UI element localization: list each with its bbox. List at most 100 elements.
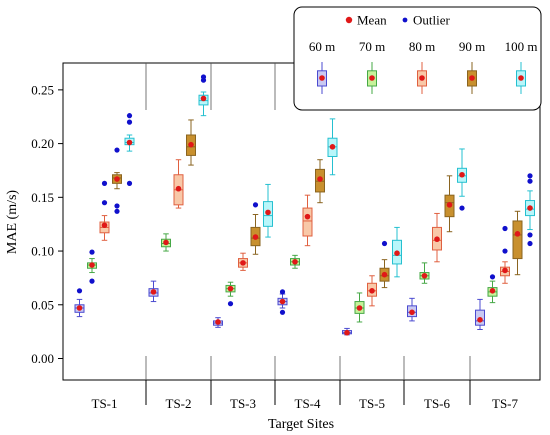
box-plot	[250, 202, 261, 255]
mean-point	[421, 272, 428, 279]
box-plot	[525, 173, 535, 247]
legend: Mean Outlier 60 m 70 m 80 m 90 m 100 m	[293, 6, 542, 111]
box-plot	[263, 183, 273, 238]
box-plot	[367, 275, 377, 307]
outlier-point	[114, 203, 120, 209]
box-plot	[124, 113, 135, 186]
legend-series-label: 100 m	[505, 39, 538, 54]
outlier-point	[252, 202, 259, 208]
x-tick-label: TS-6	[424, 396, 451, 411]
mean-point	[394, 250, 400, 256]
box-plot	[213, 317, 223, 328]
outlier-point	[101, 200, 108, 206]
legend-series-label: 60 m	[309, 39, 335, 54]
y-axis-title: MAE (m/s)	[5, 190, 20, 255]
x-tick-label: TS-7	[492, 396, 519, 411]
mean-point	[356, 305, 363, 311]
mean-point	[446, 202, 453, 208]
mean-point	[292, 258, 298, 265]
outlier-point	[527, 232, 533, 238]
legend-mean-point	[369, 75, 375, 81]
legend-box	[293, 6, 542, 111]
outlier-point	[126, 119, 133, 125]
box-plot	[327, 118, 338, 176]
box-plot	[315, 159, 325, 204]
mean-point	[101, 222, 108, 229]
legend-mean-marker	[345, 16, 353, 24]
box-plot	[512, 210, 523, 276]
legend-mean-point	[469, 75, 475, 81]
box-plot	[379, 240, 390, 289]
mean-point	[76, 305, 83, 311]
mean-point	[409, 309, 415, 316]
box-plot	[277, 289, 288, 315]
mean-point	[514, 231, 521, 237]
y-tick-label: 0.00	[31, 351, 54, 366]
x-tick-label: TS-5	[359, 396, 385, 411]
mean-point	[317, 176, 323, 182]
box-plot	[457, 148, 467, 211]
legend-series-label: 70 m	[359, 39, 385, 54]
y-tick-label: 0.10	[31, 244, 54, 259]
outlier-point	[101, 180, 108, 186]
box-plot	[112, 147, 122, 214]
box-plot	[161, 233, 171, 252]
box-plot	[487, 274, 498, 304]
box-plot	[432, 212, 442, 263]
outlier-point	[89, 249, 95, 255]
box-plot	[444, 175, 455, 233]
mean-point	[227, 285, 234, 292]
outlier-point	[527, 178, 533, 184]
box-plot	[407, 297, 417, 322]
box-iqr	[302, 207, 313, 237]
box-plot	[475, 298, 485, 330]
mean-point	[215, 319, 221, 325]
mean-point	[175, 185, 182, 192]
y-tick-label: 0.15	[31, 190, 54, 205]
outlier-point	[502, 248, 508, 254]
legend-series-label: 90 m	[459, 39, 485, 54]
y-tick-label: 0.25	[31, 82, 54, 97]
outlier-point	[489, 274, 496, 280]
mean-point	[489, 288, 496, 294]
x-tick-label: TS-3	[230, 396, 256, 411]
x-tick-label: TS-4	[295, 396, 322, 411]
outlier-point	[527, 240, 533, 247]
outlier-point	[381, 240, 388, 247]
box-plot	[302, 194, 313, 247]
legend-sample-box	[516, 62, 526, 94]
box-plot	[198, 74, 209, 117]
outlier-point	[527, 173, 533, 179]
mean-point	[265, 209, 271, 216]
x-tick-label: TS-1	[92, 396, 118, 411]
legend-sample-box	[317, 62, 327, 94]
mean-point	[459, 171, 465, 178]
outlier-point	[76, 288, 83, 294]
mean-point	[188, 141, 194, 148]
legend-mean-point	[319, 75, 325, 81]
box-plot	[354, 292, 365, 323]
legend-items: 60 m 70 m 80 m 90 m 100 m	[309, 39, 538, 94]
outlier-point	[126, 113, 133, 119]
outlier-point	[279, 289, 286, 295]
mean-point	[114, 176, 120, 182]
box-plot	[238, 252, 248, 271]
box-plot	[186, 119, 196, 166]
mean-point	[381, 271, 388, 278]
mean-point	[477, 317, 483, 323]
mean-point	[150, 289, 157, 295]
plot-area	[62, 62, 541, 381]
x-axis: TS-1 TS-2 TS-3 TS-4 TS-5 TS-6 TS-7	[92, 396, 519, 411]
box-plot	[392, 226, 402, 278]
outlier-point	[114, 208, 120, 214]
outlier-point	[227, 301, 234, 307]
mean-point	[279, 298, 286, 305]
legend-sample-box	[467, 62, 477, 94]
mean-point	[200, 95, 207, 102]
legend-series-label: 80 m	[409, 39, 435, 54]
box-plot	[225, 281, 236, 307]
mean-point	[434, 236, 440, 243]
y-tick-label: 0.05	[31, 297, 54, 312]
box-plot	[500, 225, 510, 284]
